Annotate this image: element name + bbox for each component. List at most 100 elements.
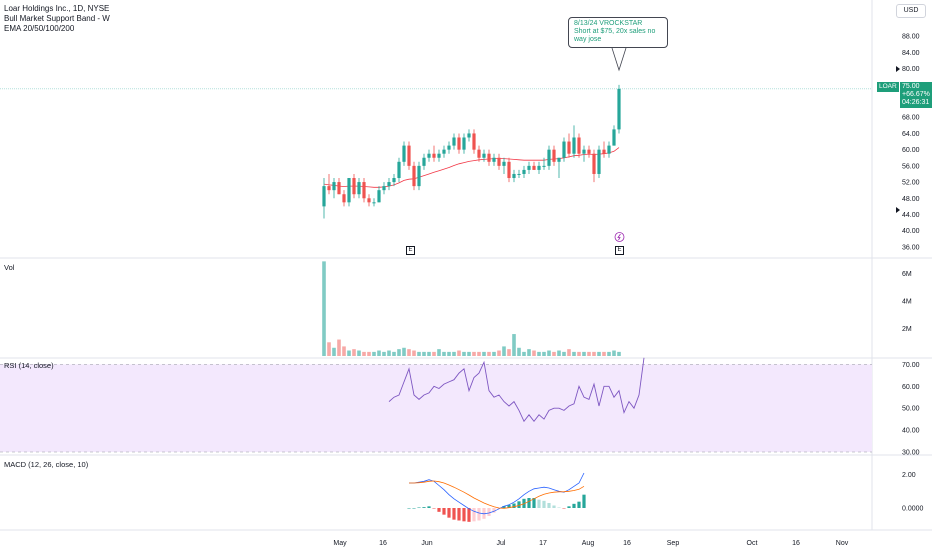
rsi-tick-label: 60.00 (902, 384, 920, 391)
callout-line-1: 8/13/24 VROCKSTAR (574, 20, 643, 27)
price-alert-marker (896, 207, 900, 213)
price-tick-label: 68.00 (902, 115, 920, 122)
macd-histogram-bar (562, 508, 566, 509)
volume-bar (617, 351, 621, 356)
time-axis-label: 16 (792, 540, 800, 547)
volume-bar (607, 351, 611, 356)
volume-bar (442, 351, 446, 356)
candle-body (487, 153, 491, 162)
volume-bar (502, 346, 506, 356)
volume-bar (482, 351, 486, 356)
candle-body (582, 149, 586, 154)
macd-histogram-bar (577, 501, 581, 508)
volume-bar (417, 351, 421, 356)
candle-body (447, 145, 451, 150)
candle-body (337, 182, 341, 195)
volume-bar (402, 347, 406, 356)
volume-bar (582, 351, 586, 356)
macd-pane-label: MACD (12, 26, close, 10) (4, 460, 89, 469)
last-price-tag: 75.00 +66.67% 04:26:31 (900, 82, 932, 108)
time-axis-label: Oct (747, 540, 758, 547)
macd-histogram-bar (407, 508, 411, 509)
indicator-bull-band[interactable]: Bull Market Support Band - W (4, 14, 110, 23)
candle-body (382, 186, 386, 191)
macd-histogram-bar (542, 500, 546, 508)
rsi-tick-label: 40.00 (902, 428, 920, 435)
rsi-band (0, 364, 872, 452)
candle-body (537, 165, 541, 170)
candle-body (352, 178, 356, 195)
volume-bar (487, 351, 491, 356)
macd-histogram-bar (547, 503, 551, 508)
volume-bar (397, 349, 401, 356)
candle-body (562, 141, 566, 158)
callout-pointer (611, 47, 627, 72)
candle-body (372, 202, 376, 204)
macd-histogram-bar (572, 503, 576, 508)
macd-histogram-bar (447, 508, 451, 518)
volume-bar (567, 349, 571, 356)
rsi-pane-label: RSI (14, close) (4, 361, 54, 370)
macd-histogram-bar (477, 508, 481, 521)
macd-histogram-bar (437, 508, 441, 512)
candle-body (617, 88, 621, 130)
volume-bar (427, 351, 431, 356)
volume-bar (527, 349, 531, 356)
time-axis-label: 17 (539, 540, 547, 547)
time-axis-label: 16 (379, 540, 387, 547)
price-tick-label: 52.00 (902, 180, 920, 187)
macd-histogram-bar (472, 508, 476, 522)
candle-body (472, 133, 476, 150)
volume-tick-label: 2M (902, 326, 912, 333)
candle-body (517, 173, 521, 175)
macd-histogram-bar (422, 507, 426, 508)
volume-bar (342, 346, 346, 356)
volume-bar (422, 351, 426, 356)
candle-body (567, 141, 571, 154)
volume-bar (557, 350, 561, 356)
macd-histogram-bar (502, 506, 506, 508)
price-tick-label: 80.00 (902, 66, 920, 73)
candle-body (357, 182, 361, 195)
price-tick-label: 60.00 (902, 147, 920, 154)
volume-bar (562, 351, 566, 356)
earnings-marker[interactable]: E (406, 246, 415, 255)
callout-line-3: way jose (574, 36, 602, 43)
callout-line-2: Short at $75, 20x sales no (574, 28, 656, 35)
candle-body (522, 169, 526, 174)
candle-body (387, 182, 391, 187)
volume-bar (452, 351, 456, 356)
candle-body (452, 137, 456, 146)
volume-bar (472, 351, 476, 356)
symbol-tag: LOAR (877, 82, 899, 92)
rsi-line (388, 357, 645, 423)
indicator-ema[interactable]: EMA 20/50/100/200 (4, 24, 75, 33)
macd-histogram-bar (582, 494, 586, 508)
macd-histogram-bar (417, 507, 421, 508)
currency-button[interactable]: USD (896, 4, 926, 18)
volume-tick-label: 6M (902, 271, 912, 278)
candle-body (607, 145, 611, 154)
macd-histogram-bar (552, 505, 556, 508)
flash-icon (614, 232, 625, 242)
volume-bar (547, 350, 551, 356)
volume-bar (457, 350, 461, 356)
volume-bar (372, 351, 376, 356)
time-axis-label: Nov (836, 540, 849, 547)
candle-body (592, 153, 596, 174)
macd-histogram-bar (442, 508, 446, 515)
earnings-marker[interactable]: E (615, 246, 624, 255)
symbol-title[interactable]: Loar Holdings Inc., 1D, NYSE (4, 4, 110, 13)
idea-callout[interactable]: 8/13/24 VROCKSTAR Short at $75, 20x sale… (568, 17, 668, 48)
candle-body (507, 161, 511, 179)
macd-histogram-bar (452, 508, 456, 520)
signal-line (409, 480, 585, 509)
candle-body (587, 149, 591, 154)
macd-histogram-bar (512, 503, 516, 508)
volume-bar (497, 350, 501, 356)
volume-bar (597, 351, 601, 356)
macd-tick-label: 2.00 (902, 472, 916, 479)
volume-bar (477, 351, 481, 356)
macd-histogram-bar (532, 498, 536, 508)
